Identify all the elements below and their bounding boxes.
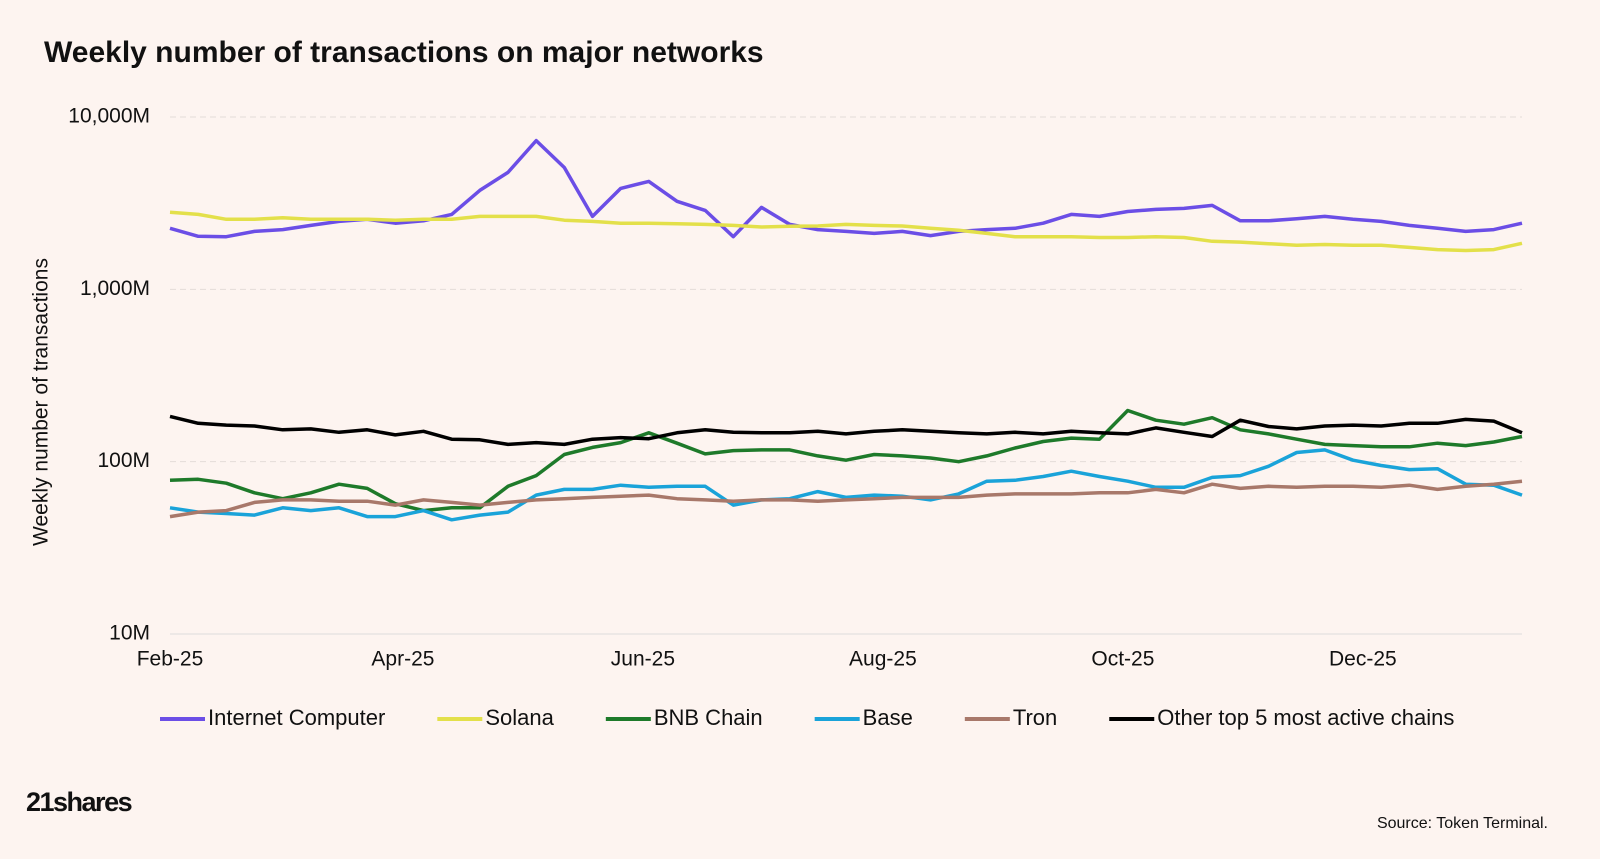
x-tick-label: Jun-25 xyxy=(611,648,675,671)
x-tick-label: Oct-25 xyxy=(1091,648,1154,671)
y-tick-label: 100M xyxy=(97,449,150,472)
legend-label: Base xyxy=(863,705,913,730)
x-tick-label: Dec-25 xyxy=(1329,648,1397,671)
series-line xyxy=(169,448,1523,522)
y-axis-label: Weekly number of transactions xyxy=(30,258,53,546)
x-tick-label: Feb-25 xyxy=(137,648,204,671)
legend-label: BNB Chain xyxy=(654,705,763,730)
series-line xyxy=(169,479,1523,519)
legend-label: Tron xyxy=(1013,705,1057,730)
source-note: Source: Token Terminal. xyxy=(1377,815,1548,832)
logo: 21shares xyxy=(26,787,132,817)
series-line xyxy=(169,210,1523,253)
series-line xyxy=(169,138,1523,239)
series-line xyxy=(169,414,1523,447)
x-tick-label: Apr-25 xyxy=(371,648,434,671)
x-tick-label: Aug-25 xyxy=(849,648,917,671)
y-tick-label: 10M xyxy=(109,622,150,645)
y-tick-label: 10,000M xyxy=(68,105,150,128)
legend-label: Solana xyxy=(485,705,554,730)
y-tick-label: 1,000M xyxy=(80,277,150,300)
legend-label: Internet Computer xyxy=(208,705,385,730)
legend-label: Other top 5 most active chains xyxy=(1157,705,1454,730)
chart-title: Weekly number of transactions on major n… xyxy=(44,36,764,69)
